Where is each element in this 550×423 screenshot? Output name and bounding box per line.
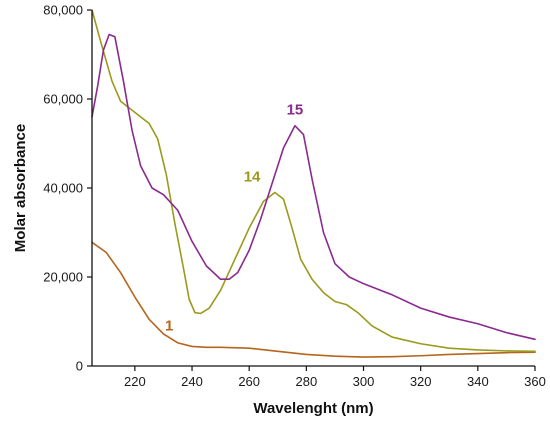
series-label-1: 1 <box>165 317 173 334</box>
y-axis-title: Molar absorbance <box>12 124 29 252</box>
x-axis-title: Wavelenght (nm) <box>253 400 373 417</box>
series-line-1 <box>91 241 536 358</box>
y-axis-ticks: 0 20,000 40,000 60,000 80,000 <box>43 3 92 374</box>
x-tick-label: 300 <box>353 374 375 389</box>
series-line-14 <box>91 9 536 353</box>
y-tick-label: 80,000 <box>43 3 83 18</box>
x-tick-label: 280 <box>296 374 318 389</box>
y-tick-label: 20,000 <box>43 270 83 285</box>
x-tick-label: 340 <box>467 374 489 389</box>
y-tick-label: 60,000 <box>43 92 83 107</box>
x-tick-label: 360 <box>524 374 546 389</box>
x-tick-label: 220 <box>124 374 146 389</box>
x-tick-label: 240 <box>181 374 203 389</box>
x-tick-label: 260 <box>238 374 260 389</box>
x-tick-label: 320 <box>410 374 432 389</box>
series-label-14: 14 <box>244 168 261 185</box>
series-layer: 1 14 15 <box>91 9 536 358</box>
series-label-15: 15 <box>287 102 304 119</box>
y-tick-label: 0 <box>76 359 83 374</box>
y-tick-label: 40,000 <box>43 181 83 196</box>
series-line-15 <box>91 33 536 341</box>
x-axis-ticks: 220 240 260 280 300 320 340 360 <box>124 366 546 389</box>
